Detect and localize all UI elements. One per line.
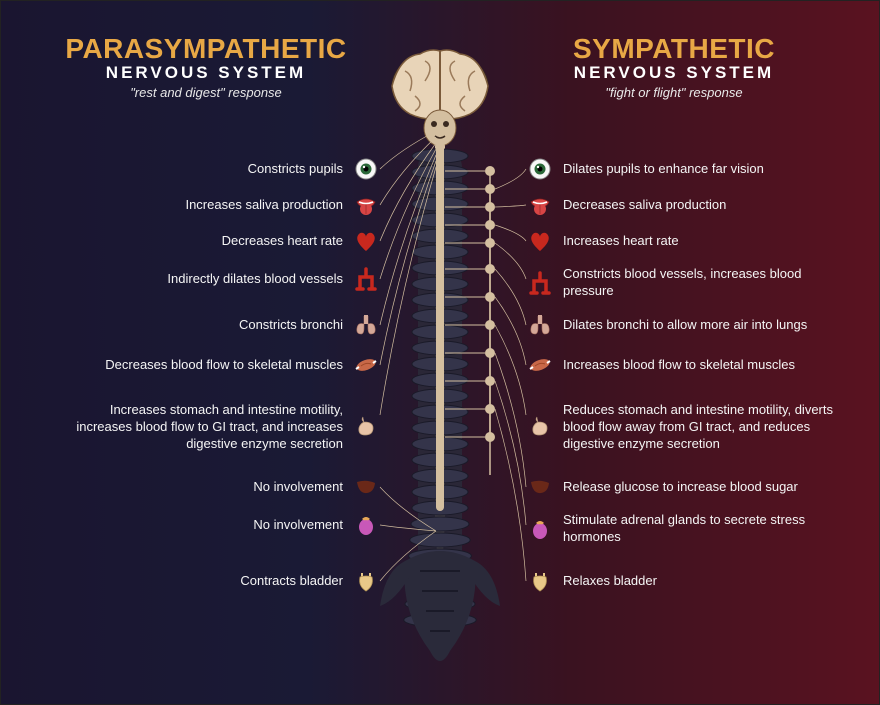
sacrum bbox=[380, 551, 500, 661]
symp-text: Relaxes bladder bbox=[563, 573, 657, 590]
para-text: Decreases heart rate bbox=[222, 233, 343, 250]
symp-text: Reduces stomach and intestine motility, … bbox=[563, 402, 843, 453]
sympathetic-header: SYMPATHETIC NERVOUS SYSTEM "fight or fli… bbox=[519, 33, 829, 100]
symp-text: Dilates bronchi to allow more air into l… bbox=[563, 317, 807, 334]
para-tagline: "rest and digest" response bbox=[51, 85, 361, 100]
bladder-icon bbox=[353, 568, 379, 594]
lungs-icon bbox=[353, 312, 379, 338]
para-row: Decreases heart rate bbox=[222, 228, 379, 254]
symp-title: SYMPATHETIC bbox=[519, 33, 829, 65]
vessel-icon bbox=[353, 266, 379, 292]
symp-text: Increases blood flow to skeletal muscles bbox=[563, 357, 795, 374]
symp-text: Dilates pupils to enhance far vision bbox=[563, 161, 764, 178]
para-row: Decreases blood flow to skeletal muscles bbox=[105, 352, 379, 378]
eye-icon bbox=[353, 156, 379, 182]
para-row: Contracts bladder bbox=[240, 568, 379, 594]
mouth-icon bbox=[527, 192, 553, 218]
para-row: Indirectly dilates blood vessels bbox=[167, 266, 379, 292]
para-text: Contracts bladder bbox=[240, 573, 343, 590]
muscle-icon bbox=[353, 352, 379, 378]
eye-icon bbox=[527, 156, 553, 182]
para-text: Constricts pupils bbox=[248, 161, 343, 178]
para-text: Increases stomach and intestine motility… bbox=[63, 402, 343, 453]
lungs-icon bbox=[527, 312, 553, 338]
symp-row: Dilates bronchi to allow more air into l… bbox=[527, 312, 807, 338]
parasympathetic-header: PARASYMPATHETIC NERVOUS SYSTEM "rest and… bbox=[51, 33, 361, 100]
heart-icon bbox=[353, 228, 379, 254]
symp-text: Decreases saliva production bbox=[563, 197, 726, 214]
para-row: No involvement bbox=[253, 512, 379, 538]
infographic-root: PARASYMPATHETIC NERVOUS SYSTEM "rest and… bbox=[1, 1, 879, 704]
liver-icon bbox=[527, 474, 553, 500]
adrenal-icon bbox=[353, 512, 379, 538]
para-text: Increases saliva production bbox=[185, 197, 343, 214]
symp-row: Increases blood flow to skeletal muscles bbox=[527, 352, 795, 378]
para-row: Increases saliva production bbox=[185, 192, 379, 218]
liver-icon bbox=[353, 474, 379, 500]
symp-row: Reduces stomach and intestine motility, … bbox=[527, 402, 843, 453]
symp-row: Increases heart rate bbox=[527, 228, 679, 254]
para-text: Constricts bronchi bbox=[239, 317, 343, 334]
para-title: PARASYMPATHETIC bbox=[51, 33, 361, 65]
para-row: Constricts bronchi bbox=[239, 312, 379, 338]
symp-row: Decreases saliva production bbox=[527, 192, 726, 218]
symp-text: Stimulate adrenal glands to secrete stre… bbox=[563, 512, 843, 546]
symp-text: Increases heart rate bbox=[563, 233, 679, 250]
stomach-icon bbox=[527, 414, 553, 440]
symp-row: Constricts blood vessels, increases bloo… bbox=[527, 266, 843, 300]
heart-icon bbox=[527, 228, 553, 254]
brain-icon bbox=[392, 50, 488, 146]
para-text: Indirectly dilates blood vessels bbox=[167, 271, 343, 288]
symp-row: Release glucose to increase blood sugar bbox=[527, 474, 798, 500]
symp-row: Stimulate adrenal glands to secrete stre… bbox=[527, 512, 843, 546]
stomach-icon bbox=[353, 414, 379, 440]
adrenal-icon bbox=[527, 516, 553, 542]
symp-text: Constricts blood vessels, increases bloo… bbox=[563, 266, 843, 300]
symp-text: Release glucose to increase blood sugar bbox=[563, 479, 798, 496]
para-text: No involvement bbox=[253, 517, 343, 534]
vessel-icon bbox=[527, 270, 553, 296]
symp-tagline: "fight or flight" response bbox=[519, 85, 829, 100]
para-row: Constricts pupils bbox=[248, 156, 379, 182]
muscle-icon bbox=[527, 352, 553, 378]
bladder-icon bbox=[527, 568, 553, 594]
para-row: No involvement bbox=[253, 474, 379, 500]
para-text: Decreases blood flow to skeletal muscles bbox=[105, 357, 343, 374]
symp-subtitle: NERVOUS SYSTEM bbox=[519, 63, 829, 83]
symp-row: Dilates pupils to enhance far vision bbox=[527, 156, 764, 182]
mouth-icon bbox=[353, 192, 379, 218]
para-text: No involvement bbox=[253, 479, 343, 496]
para-subtitle: NERVOUS SYSTEM bbox=[51, 63, 361, 83]
symp-row: Relaxes bladder bbox=[527, 568, 657, 594]
para-row: Increases stomach and intestine motility… bbox=[63, 402, 379, 453]
